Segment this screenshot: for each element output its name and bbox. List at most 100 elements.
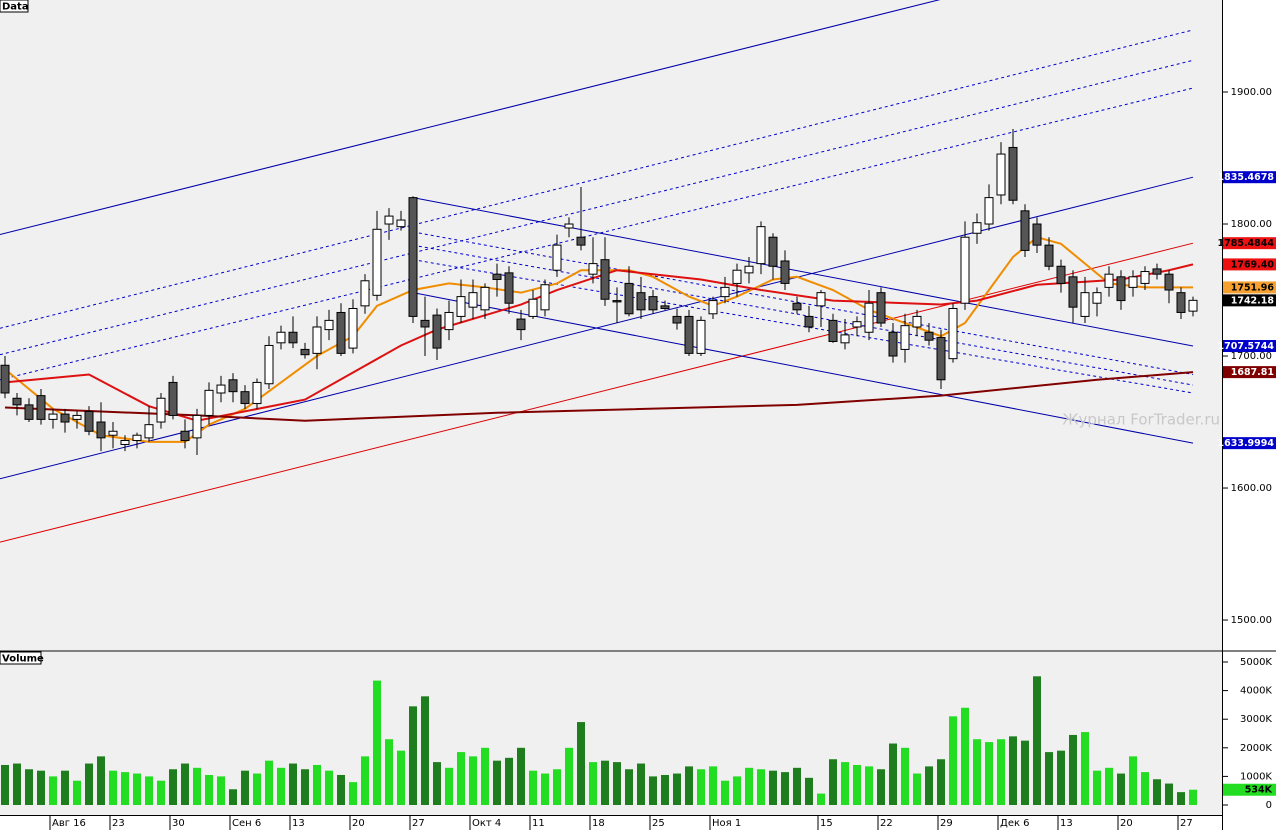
- volume-bar: [253, 773, 261, 805]
- candle-body: [420, 319, 430, 328]
- x-tick-label: Авг 16: [52, 818, 86, 829]
- candle-body: [192, 414, 202, 439]
- volume-bar: [1177, 792, 1185, 805]
- candle-body: [156, 397, 166, 423]
- candle-body: [384, 215, 394, 225]
- y-tick-label: 1500.00: [1231, 615, 1272, 626]
- candle-body: [1116, 276, 1126, 302]
- price-label: 1785.4844: [1218, 238, 1275, 249]
- volume-bar: [301, 769, 309, 805]
- volume-bar: [229, 789, 237, 805]
- candle-body: [504, 272, 514, 304]
- volume-bar: [25, 769, 33, 805]
- candle-body: [1140, 271, 1150, 284]
- volume-bar: [577, 722, 585, 805]
- candle-body: [840, 334, 850, 344]
- volume-bar: [421, 696, 429, 805]
- candle-body: [936, 337, 946, 381]
- volume-tick-label: 1000K: [1240, 771, 1272, 782]
- volume-bar: [1141, 772, 1149, 805]
- volume-bar: [889, 743, 897, 805]
- x-tick-label: 25: [652, 818, 665, 829]
- x-tick-label: 23: [112, 818, 125, 829]
- volume-bar: [169, 769, 177, 805]
- candle-body: [1032, 223, 1042, 246]
- x-tick-label: 20: [1120, 818, 1133, 829]
- volume-bar: [193, 767, 201, 805]
- candle-body: [132, 434, 142, 442]
- price-label: 1687.81: [1231, 367, 1274, 378]
- price-label-box: [1223, 237, 1276, 250]
- volume-label: 534K: [1245, 785, 1273, 796]
- volume-bar: [613, 762, 621, 805]
- volume-bar: [337, 774, 345, 805]
- price-label-box: [1223, 171, 1276, 184]
- candle-body: [660, 305, 670, 309]
- volume-bar: [817, 793, 825, 805]
- y-tick-label: 1700.00: [1231, 351, 1272, 362]
- trend-line: [0, 29, 1194, 329]
- candle-body: [624, 282, 634, 315]
- moving-average: [4, 371, 1194, 422]
- candle-body: [528, 298, 538, 317]
- x-tick-label: 30: [172, 818, 185, 829]
- volume-bar: [265, 760, 273, 805]
- volume-bar: [517, 747, 525, 805]
- volume-bar: [529, 770, 537, 805]
- candle-body: [144, 424, 154, 439]
- candle-body: [180, 430, 190, 442]
- candle-body: [888, 331, 898, 357]
- volume-bar: [793, 767, 801, 805]
- candle-body: [336, 311, 346, 354]
- candle-body: [816, 292, 826, 307]
- price-label-box: [1223, 340, 1276, 353]
- volume-bar: [433, 762, 441, 805]
- candle-body: [1080, 292, 1090, 317]
- candle-body: [288, 331, 298, 344]
- volume-bar: [361, 756, 369, 805]
- volume-bar: [541, 773, 549, 805]
- volume-bar: [49, 776, 57, 805]
- volume-label-box: [1223, 783, 1276, 796]
- volume-bar: [61, 770, 69, 805]
- candle-body: [1044, 244, 1054, 267]
- candle-body: [588, 263, 598, 275]
- candle-body: [636, 292, 646, 311]
- volume-bar: [685, 766, 693, 805]
- candle-body: [984, 197, 994, 225]
- candle-body: [948, 307, 958, 360]
- candle-body: [108, 430, 118, 436]
- volume-bar: [1, 764, 9, 805]
- volume-plot: [1, 676, 1197, 805]
- volume-tick-label: 2000K: [1240, 743, 1272, 754]
- candle-body: [204, 389, 214, 416]
- volume-bar: [1105, 767, 1113, 805]
- panel-title: Volume: [2, 654, 44, 665]
- volume-bar: [145, 776, 153, 805]
- volume-bar: [1033, 676, 1041, 805]
- candle-body: [468, 292, 478, 308]
- volume-bar: [961, 707, 969, 805]
- candle-body: [960, 236, 970, 304]
- axis-area: [1222, 0, 1276, 830]
- volume-bar: [697, 769, 705, 805]
- volume-bar: [853, 764, 861, 805]
- volume-bar: [781, 772, 789, 805]
- volume-bar: [505, 757, 513, 805]
- volume-bar: [109, 770, 117, 805]
- candle-body: [828, 319, 838, 343]
- volume-bar: [481, 747, 489, 805]
- candle-body: [756, 226, 766, 265]
- volume-bar: [913, 773, 921, 805]
- volume-bar: [865, 766, 873, 805]
- volume-bar: [205, 774, 213, 805]
- candle-body: [36, 395, 46, 420]
- candle-body: [876, 292, 886, 324]
- volume-bar: [745, 767, 753, 805]
- candle-body: [780, 260, 790, 284]
- volume-bar: [805, 777, 813, 805]
- price-panel: [0, 0, 1222, 650]
- volume-bar: [901, 747, 909, 805]
- candle-body: [312, 326, 322, 354]
